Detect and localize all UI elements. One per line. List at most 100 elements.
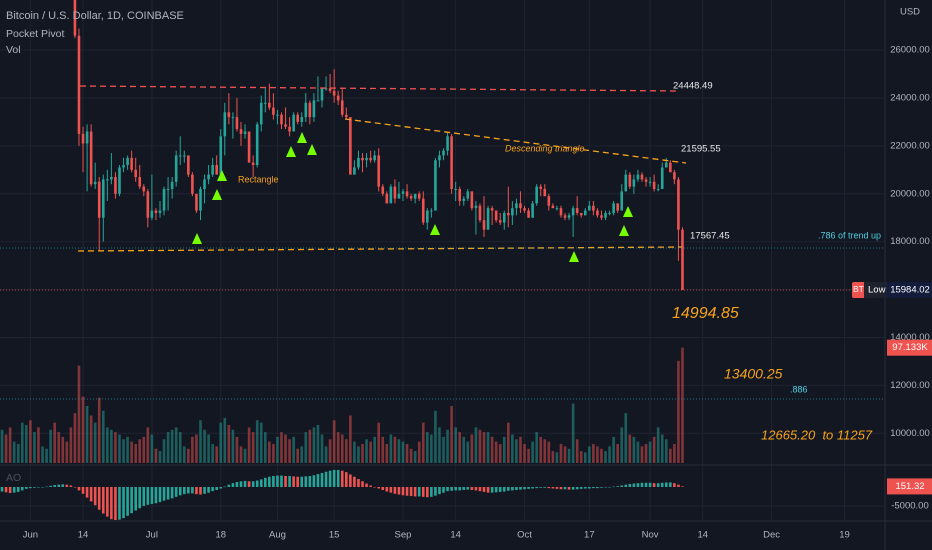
candle-body bbox=[450, 136, 453, 189]
volume-bar bbox=[434, 410, 437, 463]
volume-bar bbox=[320, 434, 324, 463]
ao-bar bbox=[442, 486, 445, 493]
volume-bar bbox=[474, 427, 478, 463]
candle-body bbox=[142, 186, 146, 192]
volume-bar bbox=[89, 415, 93, 463]
volume-bar bbox=[142, 436, 146, 463]
ao-bar bbox=[527, 486, 530, 489]
ao-bar bbox=[660, 482, 664, 487]
candle-body bbox=[227, 112, 231, 118]
fib-label: .786 of trend up bbox=[818, 230, 881, 240]
x-tick-label: Dec bbox=[763, 530, 780, 541]
ao-bar bbox=[288, 475, 291, 487]
candle-body bbox=[162, 188, 166, 211]
volume-bar bbox=[413, 451, 417, 463]
ao-bar bbox=[648, 482, 652, 487]
volume-bar bbox=[527, 448, 530, 463]
ao-bar bbox=[454, 486, 457, 491]
volume-bar bbox=[324, 446, 328, 463]
volume-bar bbox=[458, 432, 462, 463]
volume-bar bbox=[490, 436, 494, 463]
candle-body bbox=[559, 208, 563, 216]
candle-body bbox=[458, 188, 462, 201]
volume-bar bbox=[636, 441, 640, 463]
candle-body bbox=[280, 114, 283, 125]
candle-body bbox=[340, 100, 344, 115]
volume-bar bbox=[486, 432, 490, 463]
ao-bar bbox=[227, 484, 231, 487]
ao-bar bbox=[365, 483, 368, 487]
candle-body bbox=[446, 136, 449, 151]
volume-bar bbox=[511, 434, 514, 463]
candle-body bbox=[215, 165, 218, 175]
volume-bar bbox=[628, 434, 632, 463]
volume-bar bbox=[531, 441, 534, 463]
ao-bar bbox=[656, 483, 660, 487]
candle-body bbox=[539, 186, 543, 189]
ao-bar bbox=[438, 486, 441, 495]
candle-body bbox=[235, 117, 239, 130]
ao-bar bbox=[57, 484, 61, 487]
candle-body bbox=[73, 0, 77, 36]
ao-bar bbox=[531, 486, 534, 489]
ao-bar bbox=[507, 486, 510, 491]
candle-body bbox=[332, 90, 336, 96]
volume-layer bbox=[0, 347, 684, 463]
x-tick-label: Jul bbox=[146, 530, 158, 541]
ao-bar bbox=[563, 486, 567, 490]
volume-bar bbox=[559, 444, 563, 463]
candle-body bbox=[255, 124, 259, 166]
candle-body bbox=[122, 165, 125, 168]
ao-bar bbox=[272, 475, 275, 487]
candle-body bbox=[588, 205, 591, 211]
volume-bar bbox=[345, 439, 348, 463]
ao-bar bbox=[312, 475, 316, 487]
volume-bar bbox=[592, 444, 595, 463]
ao-bar bbox=[478, 486, 482, 492]
candle-body bbox=[377, 155, 381, 187]
volume-bar bbox=[268, 441, 271, 463]
volume-bar bbox=[571, 403, 575, 463]
volume-bar bbox=[340, 434, 344, 463]
ao-bar bbox=[130, 486, 133, 514]
fib-label: .886 bbox=[790, 384, 808, 394]
candle-body bbox=[681, 229, 684, 290]
volume-bar bbox=[612, 436, 615, 463]
ao-bar bbox=[474, 486, 478, 491]
ao-bar bbox=[357, 479, 360, 487]
volume-bar bbox=[616, 444, 619, 463]
ao-bar bbox=[664, 482, 668, 487]
ao-bar bbox=[434, 486, 437, 496]
candle-body bbox=[93, 181, 97, 185]
candle-body bbox=[519, 203, 522, 209]
volume-bar bbox=[377, 422, 381, 463]
volume-bar bbox=[231, 429, 235, 463]
volume-bar bbox=[563, 446, 567, 463]
volume-bar bbox=[644, 444, 648, 463]
volume-bar bbox=[446, 429, 449, 463]
volume-bar bbox=[20, 422, 24, 463]
candle-body bbox=[673, 172, 676, 180]
volume-bar bbox=[182, 446, 186, 463]
x-tick-label: 14 bbox=[697, 530, 708, 541]
candle-body bbox=[511, 208, 514, 216]
ao-bar bbox=[377, 486, 381, 489]
candle-body bbox=[413, 193, 417, 199]
volume-bar bbox=[45, 448, 48, 463]
ao-bar bbox=[405, 486, 409, 496]
indicator-name: Pocket Pivot bbox=[6, 28, 64, 40]
candle-body bbox=[259, 102, 263, 125]
candle-body bbox=[182, 155, 186, 157]
ao-bar bbox=[644, 482, 648, 487]
volume-bar bbox=[494, 441, 498, 463]
volume-bar bbox=[154, 448, 158, 463]
volume-bar bbox=[73, 413, 77, 463]
volume-bar bbox=[4, 434, 8, 463]
ao-bar bbox=[85, 486, 89, 498]
volume-bar bbox=[81, 396, 85, 463]
ao-bar bbox=[12, 486, 16, 493]
candle-body bbox=[231, 117, 235, 119]
ao-bar bbox=[373, 486, 376, 488]
candle-body bbox=[381, 186, 385, 194]
